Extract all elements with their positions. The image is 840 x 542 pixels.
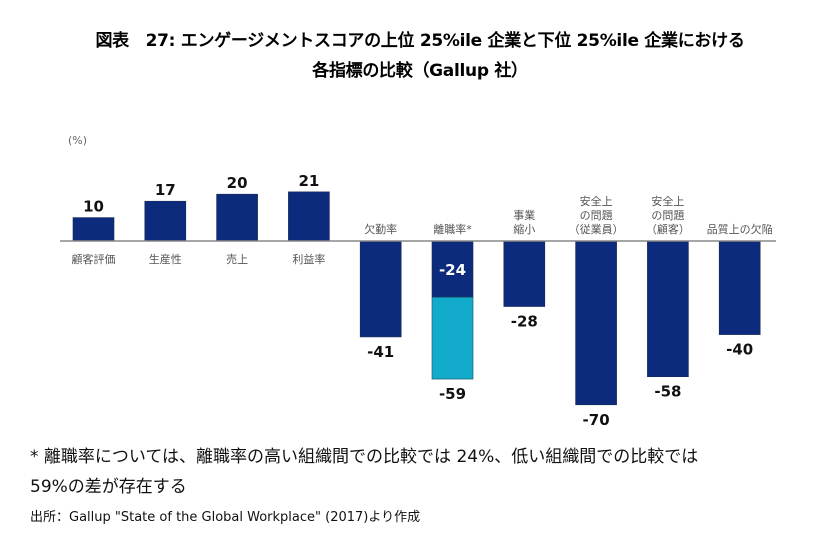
category-label: 縮小 — [513, 222, 535, 236]
bar-value-label: -40 — [726, 341, 753, 359]
bar-value-label: -41 — [367, 343, 394, 361]
bar — [359, 240, 402, 338]
chart-title-line2: 各指標の比較（Gallup 社） — [312, 61, 528, 81]
category-label: の問題 — [580, 209, 613, 222]
footnote-line2: 59%の差が存在する — [30, 477, 187, 497]
unit-label: (%) — [68, 134, 87, 147]
bar-outer — [431, 296, 474, 380]
bar-value-label: -28 — [511, 313, 538, 331]
category-label: の問題 — [651, 209, 684, 222]
category-label: 事業 — [513, 209, 535, 222]
bar — [503, 240, 546, 307]
category-label: 欠勤率 — [364, 222, 397, 236]
category-label: 売上 — [226, 253, 248, 266]
bar-value-label: -70 — [583, 411, 610, 429]
bar-value-label: -58 — [654, 383, 681, 401]
bar — [718, 240, 761, 335]
bar-value-label: 17 — [155, 181, 176, 199]
bar — [216, 193, 258, 242]
category-label: （従業員） — [569, 223, 624, 236]
category-label: 安全上 — [580, 194, 613, 208]
category-label: 利益率 — [292, 252, 325, 266]
bar — [72, 217, 115, 242]
source-note: 出所：Gallup "State of the Global Workplace… — [30, 510, 421, 525]
footnote-line1: * 離職率については、離職率の高い組織間での比較では 24%、低い組織間での比較… — [30, 447, 699, 467]
category-label: 品質上の欠陥 — [707, 222, 773, 236]
bar — [288, 191, 330, 242]
chart-title-line1: 図表 27: エンゲージメントスコアの上位 25%ile 企業と下位 25%il… — [95, 31, 745, 51]
category-label: 顧客評価 — [72, 252, 116, 266]
bar-inner-value-label: -24 — [439, 261, 466, 279]
labels-group: 10 顧客評価 17 生産性 20 売上 21 利益率 -41 欠勤率 -24 -59 離職率* -28 事… — [72, 172, 773, 429]
bar-value-label: 10 — [83, 198, 104, 216]
category-label: 離職率* — [433, 222, 472, 236]
category-label: 安全上 — [651, 194, 684, 208]
bar-value-label: 21 — [298, 172, 319, 190]
bars-group — [72, 191, 761, 406]
bar — [144, 200, 187, 242]
category-label: （顧客） — [646, 222, 690, 236]
bar-value-label: 20 — [227, 174, 248, 192]
bar — [575, 240, 617, 406]
bar — [647, 240, 689, 378]
category-label: 生産性 — [149, 252, 182, 266]
bar-chart: (%) 10 顧客評価 17 生産性 20 売上 21 利益率 -41 欠勤率 -24 -59 離職率*… — [60, 134, 776, 429]
bar-value-label: -59 — [439, 385, 466, 403]
